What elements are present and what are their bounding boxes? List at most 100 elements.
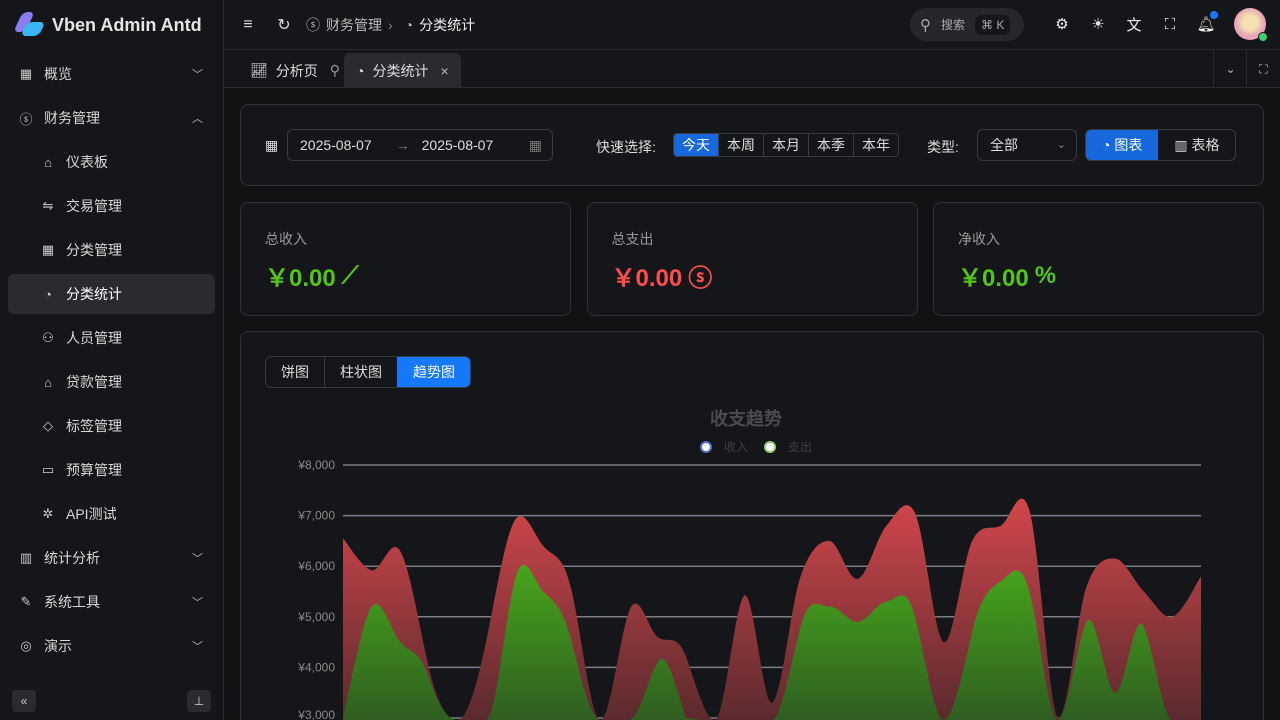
sidebar-item[interactable]: ⓢ 财务管理 ︿ [8,98,215,138]
percent-icon: % [1034,261,1057,289]
dollar-icon: ⓢ [306,16,320,33]
sidebar-item[interactable]: ✎ 系统工具 ﹀ [8,582,215,622]
quick-select-option[interactable]: 本年 [853,134,898,156]
chevron-down-icon: ﹀ [192,553,203,565]
collapse-sidebar-button[interactable]: « [12,690,36,712]
date-range-picker[interactable]: 2025-08-07 → 2025-08-07 ▦ [287,129,553,161]
sidebar-item-label: 分类管理 [66,242,122,258]
sidebar-item[interactable]: ▦ 概览 ﹀ [8,54,215,94]
sidebar-item-label: 演示 [44,638,72,654]
app-title: Vben Admin Antd [52,14,202,35]
trend-up-icon: ⟋ [341,261,359,289]
search-button[interactable]: ⚲ 搜索 ⌘ K [910,8,1024,41]
pin-icon[interactable]: ⚲ [329,62,341,78]
type-select[interactable]: 全部 ⌄ [977,129,1077,161]
close-icon[interactable]: × [440,62,449,79]
grid-icon: ▦ [41,242,55,257]
breadcrumb-item[interactable]: 财务管理 [326,16,382,33]
view-chart-button[interactable]: ◔ 图表 [1086,130,1159,160]
chart-icon: ▥ [19,550,33,565]
chevron-down-icon: ﹀ [192,641,203,653]
online-status [1258,32,1268,42]
stat-title: 总支出 [611,231,654,247]
tab-analysis[interactable]: 📈︎ 分析页 ⚲ [238,53,352,88]
sidebar-item[interactable]: ⇋ 交易管理 [8,186,215,226]
breadcrumb: ⓢ 财务管理 › ◔ 分类统计 [306,16,476,33]
sidebar-item-label: 分类统计 [66,286,122,302]
end-date[interactable]: 2025-08-07 [421,137,494,153]
view-table-button[interactable]: ▥ 表格 [1174,137,1220,153]
view-toggle: ◔ 图表 ▥ 表格 [1085,129,1237,161]
sidebar-item-label: 标签管理 [66,418,122,434]
sidebar-item-label: 交易管理 [66,198,122,214]
y-tick-label: ¥6,000 [297,559,335,573]
sidebar-item-label: 预算管理 [66,462,122,478]
logo[interactable]: Vben Admin Antd [0,0,223,50]
header: ≡ ↻ ⓢ 财务管理 › ◔ 分类统计 ⚲ 搜索 ⌘ K ⚙ ☀ 文 ⛶ 🔔︎ [224,0,1280,50]
sidebar-item[interactable]: ✲ API测试 [8,494,215,534]
bank-icon: ⌂ [44,374,52,390]
y-tick-label: ¥7,000 [297,509,335,523]
chart-card: 饼图 柱状图 趋势图 ¥3,000 ¥4,000 ¥5,000 ¥6,000 ¥7,000 ¥… [240,331,1264,720]
stat-card: 总收入 ￥0.00 ⟋ [240,202,571,316]
sidebar-item[interactable]: ⚇ 人员管理 [8,318,215,358]
sidebar-item[interactable]: ▥ 统计分析 ﹀ [8,538,215,578]
sidebar-item[interactable]: ▭ 预算管理 [8,450,215,490]
wallet-icon: ▭ [41,462,55,477]
chart-icon: 📈︎ [250,62,268,78]
sidebar-item-label: 人员管理 [66,330,122,346]
chevron-up-icon: ︿ [192,113,203,125]
chart-tab[interactable]: 柱状图 [324,357,397,387]
calendar-icon: ▦ [528,136,542,153]
y-tick-label: ¥3,000 [297,708,335,720]
search-icon: ⚲ [920,16,931,34]
sidebar-item-label: 概览 [44,66,72,82]
stat-value: ￥0.00 [611,265,683,292]
fullscreen-icon[interactable]: ⛶ [1164,15,1176,33]
quick-select-option[interactable]: 本周 [718,134,763,156]
bell-icon[interactable]: 🔔︎ [1188,11,1224,33]
breadcrumb-item: 分类统计 [419,16,476,33]
chart-tab[interactable]: 饼图 [281,364,309,380]
start-date[interactable]: 2025-08-07 [300,137,372,153]
legend-label: 支出 [788,440,812,454]
quick-select-option[interactable]: 今天 [674,134,718,156]
tab-category-stats[interactable]: ◔ 分类统计 × [344,53,461,88]
sidebar-item[interactable]: ◎ 演示 ﹀ [8,626,215,666]
sidebar-item[interactable]: ▦ 分类管理 [8,230,215,270]
refresh-icon[interactable]: ↻ [277,16,291,34]
y-tick-label: ¥4,000 [297,660,335,674]
type-label: 类型: [927,139,959,155]
pie-icon: ◔ [404,16,414,33]
quick-select-label: 快速选择: [596,139,656,155]
sidebar-item[interactable]: ◔ 分类统计 [8,274,215,314]
tabs-dropdown-icon[interactable]: ⌄ [1213,50,1247,88]
swap-icon: ⇋ [42,198,54,213]
y-tick-label: ¥5,000 [297,610,335,624]
menu-toggle-icon[interactable]: ≡ [243,15,253,33]
translate-icon[interactable]: 文 [1126,16,1142,34]
trend-chart: ¥3,000 ¥4,000 ¥5,000 ¥6,000 ¥7,000 ¥8,000 收支趋势… [297,408,1201,720]
dollar-circle-icon: ⓢ [688,265,713,292]
sidebar-item[interactable]: ⌂ 贷款管理 [8,362,215,402]
quick-select-option[interactable]: 本月 [763,134,808,156]
search-label: 搜索 [941,18,966,32]
chart-title: 收支趋势 [710,408,782,429]
chevron-down-icon: ﹀ [192,597,203,609]
settings-icon[interactable]: ⚙ [1055,16,1069,33]
avatar[interactable] [1234,8,1268,42]
stat-value: ￥0.00 [958,265,1029,292]
stat-title: 净收入 [958,231,1000,247]
pie-icon: ◔ [356,62,365,79]
stat-card: 总支出 ￥0.00 ⓢ [586,202,918,316]
theme-toggle-icon[interactable]: ☀ [1091,16,1105,33]
logo-icon [12,12,46,38]
chart-tab[interactable]: 趋势图 [397,357,470,387]
maximize-icon[interactable]: ⛶ [1246,50,1280,88]
dashboard-icon: ▦ [19,66,33,81]
quick-select-option[interactable]: 本季 [808,134,853,156]
sidebar-item[interactable]: ⌂ 仪表板 [8,142,215,182]
sidebar-item-label: API测试 [66,506,117,522]
sidebar-item[interactable]: ◇ 标签管理 [8,406,215,446]
pin-sidebar-button[interactable]: ⊥ [187,690,211,712]
